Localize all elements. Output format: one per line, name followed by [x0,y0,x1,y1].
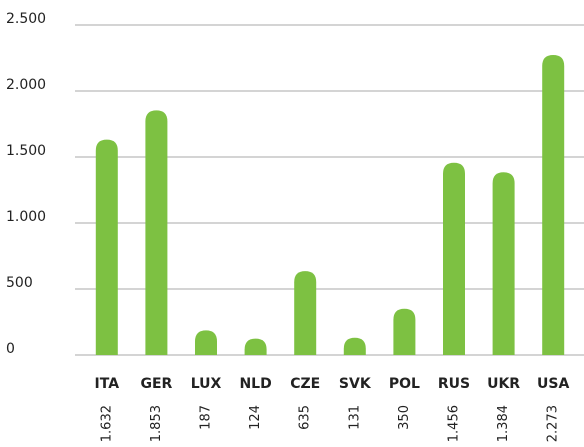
bar [294,271,317,355]
x-tick-label: SVK [339,376,372,392]
bar [443,162,465,355]
x-tick-label: USA [537,376,569,392]
y-tick-label: 2.500 [6,11,46,27]
value-label: 187 [199,405,214,430]
value-label: 1.456 [447,405,462,442]
value-label: 1.384 [496,405,511,442]
y-tick-label: 500 [6,275,33,291]
bar [244,338,267,355]
bar [492,172,515,355]
y-tick-label: 2.000 [6,77,46,93]
x-tick-label: POL [389,376,420,392]
y-tick-label: 1.500 [6,143,46,159]
y-tick-label: 0 [6,341,15,357]
bar [393,308,416,355]
bar [343,337,366,355]
x-tick-label: ITA [95,376,120,392]
value-label: 1.632 [99,405,114,442]
x-tick-label: RUS [438,376,470,392]
x-tick-label: NLD [239,376,271,392]
value-label: 131 [347,405,362,430]
value-label: 350 [397,405,412,430]
value-label: 2.273 [546,405,561,442]
bar [145,110,168,356]
x-tick-label: UKR [487,376,520,392]
x-tick-label: GER [140,376,172,392]
bar [542,54,565,356]
bar [195,330,217,355]
bar [95,139,118,355]
value-label: 124 [248,405,263,430]
x-tick-label: CZE [290,376,320,392]
value-label: 635 [298,405,313,430]
y-tick-label: 1.000 [6,209,46,225]
value-label: 1.853 [149,405,164,442]
x-tick-label: LUX [191,376,222,392]
